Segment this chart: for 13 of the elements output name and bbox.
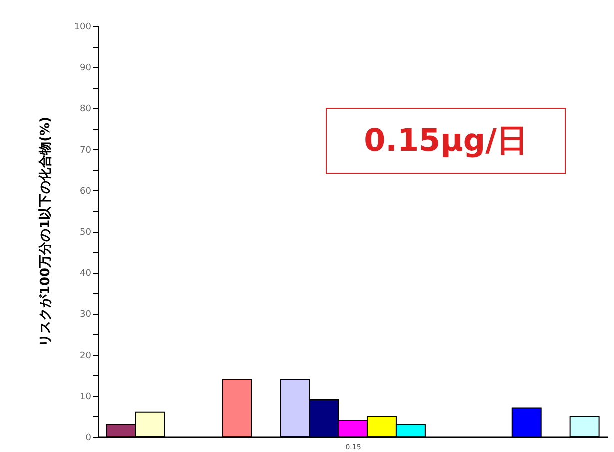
y-tick-label: 90 — [80, 64, 92, 74]
y-tick-label: 80 — [80, 104, 92, 115]
y-tick-label: 40 — [80, 269, 92, 280]
y-tick-label: 10 — [80, 392, 92, 402]
y-tick-label: 100 — [74, 22, 92, 32]
y-tick-label: 70 — [80, 146, 92, 156]
y-tick-label: 60 — [80, 186, 92, 197]
y-tick-label: 20 — [80, 351, 92, 362]
y-tick-label: 50 — [80, 228, 92, 238]
y-axis-title: リスクが100万分の1以下の化合物(%) — [37, 116, 54, 348]
y-tick-label: 0 — [86, 434, 92, 444]
y-tick-label: 30 — [80, 310, 92, 320]
annotation: 0.15μg/日 — [363, 122, 529, 161]
